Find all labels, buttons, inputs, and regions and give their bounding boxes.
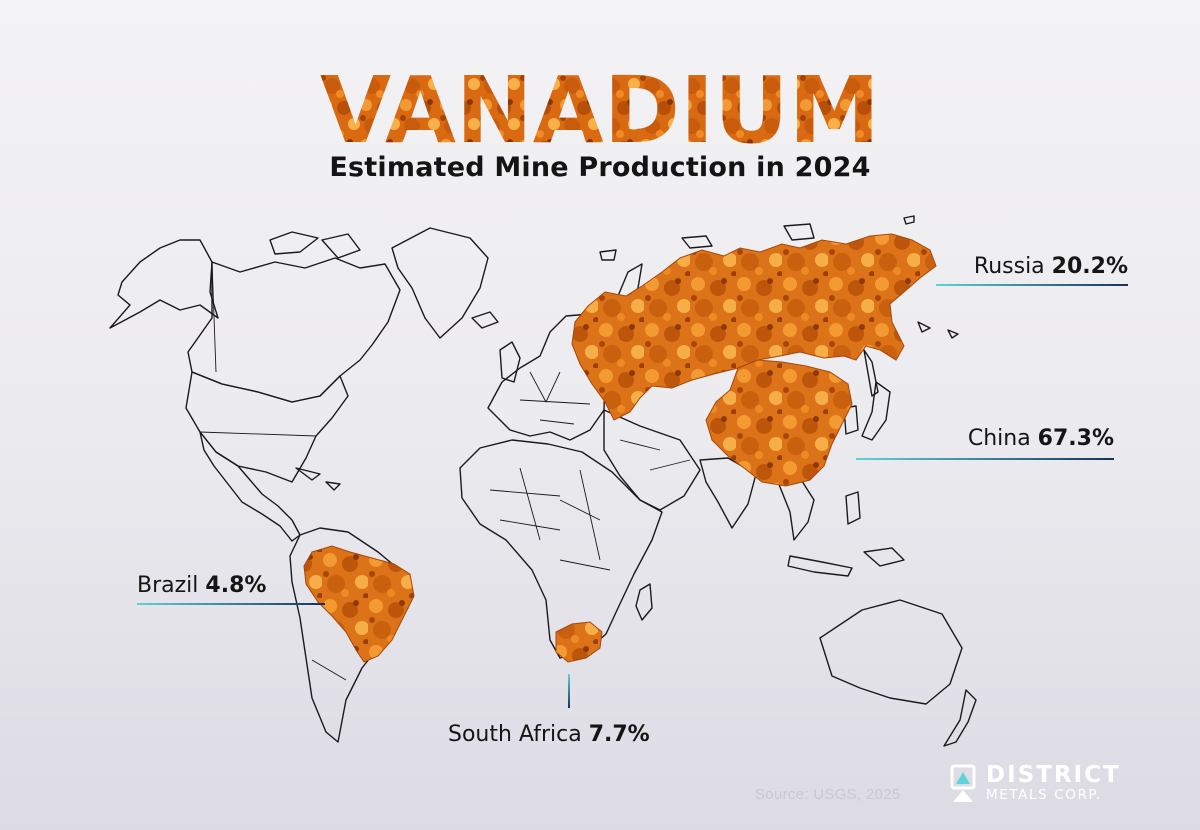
russia-label: Russia 20.2% [974,254,1128,279]
russia-share: 20.2% [1051,254,1128,279]
mexico-outline [199,431,301,542]
china-highlight [705,359,853,487]
australia-outline [819,599,963,705]
source-note: Source: USGS, 2025 [755,786,901,803]
south-america-outline [289,527,409,743]
indonesia-outline [863,547,905,567]
south-africa-country: South Africa [448,722,582,747]
brazil-country: Brazil [137,573,199,598]
south-africa-leader [568,674,570,708]
south-africa-label: South Africa 7.7% [448,722,650,747]
south-africa-share: 7.7% [588,722,650,747]
title: VANADIUM [320,58,880,158]
india-outline [699,457,757,529]
arctic-islands-outline [269,231,319,255]
alaska-outline [109,239,219,329]
china-label: China 67.3% [968,426,1114,451]
arctic-islands-outline [783,223,815,241]
kuril-outline [947,329,959,339]
china-country: China [967,426,1031,451]
russia-highlight [571,233,937,421]
china-leader [856,458,1114,460]
brazil-leader [137,603,325,605]
subtitle: Estimated Mine Production in 2024 [329,152,871,183]
caribbean-outline [295,467,321,481]
arctic-islands-outline [903,215,915,225]
arctic-islands-outline [681,235,713,249]
caribbean-outline [325,481,341,491]
brazil-highlight [303,545,415,663]
south-africa-highlight [555,621,603,663]
indonesia-outline [787,555,853,577]
japan-outline [861,381,891,441]
philippines-outline [845,491,861,525]
southeast-asia-outline [777,477,815,541]
uk-outline [499,341,521,383]
arctic-islands-outline [321,233,361,259]
iceland-outline [471,311,499,329]
china-share: 67.3% [1037,426,1114,451]
new-zealand-outline [943,689,977,747]
brazil-share: 4.8% [205,573,267,598]
sakhalin-outline [863,349,879,397]
logo-name: DISTRICT [986,762,1121,788]
madagascar-outline [635,583,653,621]
greenland-outline [391,227,489,339]
canada-outline [187,257,401,403]
logo-mark-icon [950,764,976,802]
usa-outline [185,371,349,483]
arctic-islands-outline [599,249,617,261]
russia-country: Russia [973,254,1045,279]
brazil-label: Brazil 4.8% [137,573,266,598]
africa-outline [459,439,663,659]
kuril-outline [917,321,931,333]
title-text: VANADIUM [320,58,880,158]
russia-leader [936,284,1128,286]
middle-east-outline [603,409,701,511]
company-logo: DISTRICT METALS CORP. [950,762,1150,807]
korea-outline [843,405,859,435]
logo-subtitle: METALS CORP. [986,787,1102,803]
